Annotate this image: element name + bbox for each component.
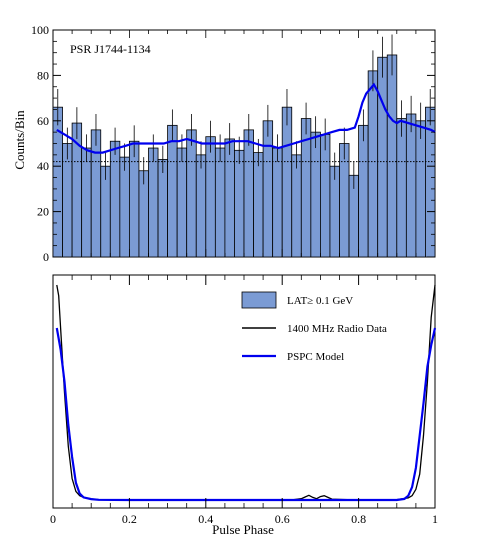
y-tick-label: 80	[37, 68, 49, 82]
histogram-bar	[62, 143, 73, 258]
top-panel: 0 20 40 60 80 100 PSR J1744-1134 Counts/Bin	[12, 23, 436, 264]
histogram-bar	[214, 147, 226, 258]
histogram-bar	[205, 136, 216, 258]
x-tick-label: 0.6	[275, 512, 290, 526]
histogram-bar	[81, 147, 92, 258]
histogram-bar	[339, 143, 350, 258]
histogram-bar	[291, 154, 302, 258]
histogram-bar	[405, 113, 417, 258]
histogram-bar	[358, 124, 369, 258]
histogram-bar	[186, 129, 197, 258]
legend: LAT≥ 0.1 GeV 1400 MHz Radio Data PSPC Mo…	[241, 291, 387, 363]
series-line-pspc-model-bottom	[55, 327, 437, 502]
series-line-radio	[56, 284, 436, 501]
histogram-bar	[119, 156, 130, 258]
histogram-bar	[310, 131, 321, 258]
y-tick-label: 60	[37, 114, 49, 128]
histogram-bar	[253, 152, 264, 258]
histogram-bar	[386, 54, 398, 258]
histogram-bar	[281, 106, 293, 258]
histogram-bar	[128, 140, 140, 258]
y-tick-label: 0	[43, 250, 49, 264]
legend-label-model: PSPC Model	[287, 351, 344, 363]
histogram-bar	[262, 120, 274, 258]
legend-swatch-lat	[241, 291, 277, 309]
histogram-bar	[90, 129, 102, 258]
y-axis-label: Counts/Bin	[12, 110, 27, 170]
legend-label-lat: LAT≥ 0.1 GeV	[287, 295, 353, 307]
histogram-bar	[272, 147, 283, 258]
histogram-bar	[415, 120, 426, 258]
histogram-bar	[148, 147, 159, 258]
histogram-bar	[109, 140, 121, 258]
series-line-pspc-model-top	[56, 82, 436, 154]
bottom-panel: 0 0.2 0.4 0.6 0.8 1 Pulse Phase LAT≥ 0.1 GeV …	[50, 274, 438, 537]
histogram-bar	[367, 70, 379, 258]
histogram-bar	[396, 118, 407, 258]
histogram-bar	[176, 147, 188, 258]
histogram-bar	[234, 149, 245, 258]
histogram-bar	[243, 129, 254, 258]
y-tick-label: 20	[37, 205, 49, 219]
pulsar-name: PSR J1744-1134	[70, 42, 151, 56]
x-tick-label: 0.4	[198, 512, 213, 526]
x-axis-label: Pulse Phase	[212, 522, 274, 537]
x-tick-label: 0	[50, 512, 56, 526]
histogram-bar	[319, 134, 331, 258]
histogram-bar	[195, 154, 207, 258]
histogram-bar	[377, 56, 388, 258]
histogram-bar	[167, 124, 178, 258]
histogram-bar	[157, 158, 169, 258]
y-tick-label: 40	[37, 159, 49, 173]
bottom-plot-frame	[52, 274, 436, 509]
x-tick-label: 1	[432, 512, 438, 526]
x-tick-label: 0.2	[122, 512, 137, 526]
histogram-bar	[224, 138, 235, 258]
x-tick-label: 0.8	[351, 512, 366, 526]
y-tick-label: 100	[31, 23, 49, 37]
legend-label-radio: 1400 MHz Radio Data	[287, 323, 387, 335]
